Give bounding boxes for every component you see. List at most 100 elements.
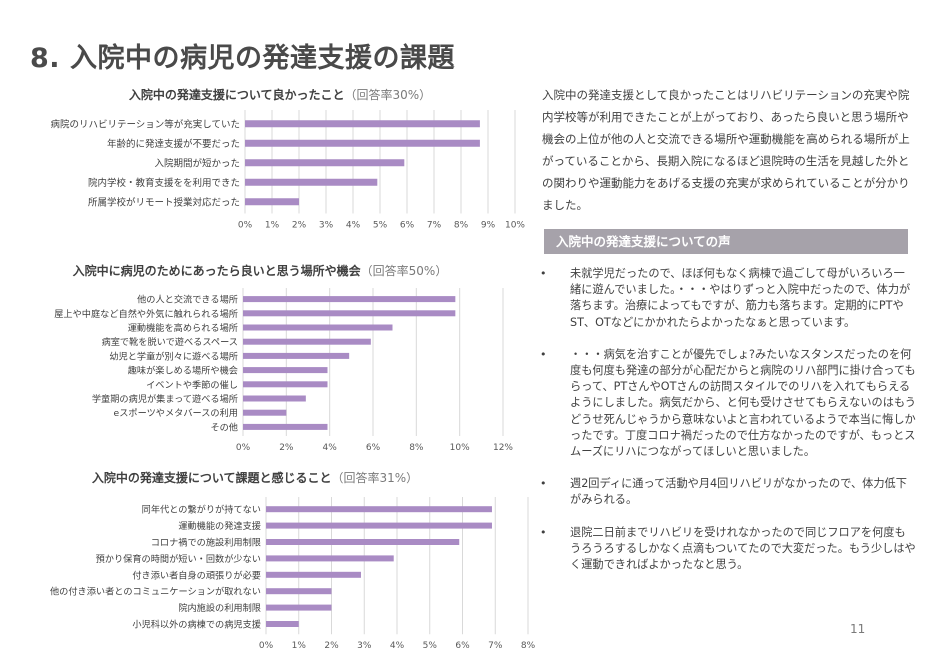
voice-text: 未就学児だったので、ほぼ何もなく病棟で過ごして母がいろいろ一緒に遊んでいました。…: [570, 267, 911, 329]
x-tick-label: 0%: [259, 641, 274, 651]
x-tick-label: 6%: [455, 641, 470, 651]
bar: [243, 352, 350, 359]
category-label: 他の人と交流できる場所: [137, 294, 238, 306]
category-label: 趣味が楽しめる場所や機会: [128, 365, 238, 377]
bar: [243, 409, 287, 416]
category-label: 幼児と学童が別々に遊べる場所: [109, 350, 238, 362]
category-label: コロナ禍での施設利用制限: [151, 537, 261, 549]
category-label: 運動機能を高められる場所: [128, 322, 238, 334]
x-tick-label: 8%: [454, 221, 469, 231]
x-tick-label: 10%: [450, 443, 470, 453]
voices-list: • 未就学児だったので、ほぼ何もなく病棟で過ごして母がいろいろ一緒に遊んでいました…: [536, 266, 916, 589]
x-tick-label: 12%: [493, 443, 513, 453]
bullet-icon: •: [540, 477, 547, 491]
x-tick-label: 2%: [279, 443, 294, 453]
bullet-icon: •: [540, 347, 547, 361]
bar: [266, 522, 492, 529]
chart-title-text: 入院中の発達支援について良かったこと: [128, 88, 345, 102]
chart-title-note: （回答率31%）: [331, 471, 419, 485]
category-label: 入院期間が短かった: [154, 157, 240, 169]
x-tick-label: 3%: [357, 641, 372, 651]
category-label: 預かり保育の時間が短い・回数が少ない: [96, 553, 261, 565]
voice-text: 退院二日前までリハビリを受けれなかったので同じフロアを何度もうろうろするしかなく…: [570, 525, 916, 572]
category-label: 院内学校・教育支援をを利用できた: [88, 177, 240, 189]
category-label: 運動機能の発達支援: [178, 520, 261, 532]
x-tick-label: 6%: [400, 221, 415, 231]
bar: [266, 571, 361, 578]
summary-text: 入院中の発達支援として良かったことはリハビリテーションの充実や院内学校等が利用で…: [542, 88, 910, 212]
chart-title: 入院中に病児のためにあったら良いと思う場所や機会（回答率50%）: [0, 262, 520, 279]
voices-header: 入院中の発達支援についての声: [544, 229, 908, 254]
voice-item: • 週2回ディに通って活動や月4回リハビリがなかったので、体力低下がみられる。: [536, 476, 916, 508]
bar-chart-svg: 0% 2% 4% 6% 8% 10% 12% 他の人と交流できる場所屋上や中庭など自然や外気に…: [54, 288, 513, 453]
bar: [266, 621, 299, 627]
x-tick-label: 5%: [373, 221, 388, 231]
voice-item: • 未就学児だったので、ほぼ何もなく病棟で過ごして母がいろいろ一緒に遊んでいました…: [536, 266, 916, 331]
x-tick-label: 2%: [324, 641, 339, 651]
bar: [243, 423, 328, 430]
category-label: 他の付き添い者とのコミュニケーションが取れない: [50, 586, 261, 598]
category-label: イベントや季節の催し: [146, 379, 238, 391]
bar: [243, 367, 328, 374]
x-tick-label: 7%: [427, 221, 442, 231]
chart-good-points: 入院中の発達支援について良かったこと（回答率30%） 0% 1% 2% 3% 4% 5% 6…: [10, 86, 530, 236]
bar: [245, 178, 378, 186]
x-tick-label: 8%: [409, 443, 424, 453]
chart-wanted-places: 入院中に病児のためにあったら良いと思う場所や機会（回答率50%） 0% 2% 4% 6…: [10, 262, 530, 454]
bar: [245, 159, 405, 167]
bar: [266, 555, 394, 562]
category-label: eスポーツやメタバースの利用: [114, 407, 238, 419]
bar: [266, 539, 460, 545]
bar: [243, 310, 456, 317]
chart-title-text: 入院中の発達支援について課題と感じること: [91, 471, 332, 485]
chart-issues: 入院中の発達支援について課題と感じること（回答率31%） 0% 1% 2% 3% 4% 5…: [10, 469, 540, 659]
x-tick-label: 8%: [521, 641, 536, 651]
bar: [245, 198, 299, 206]
x-tick-label: 10%: [505, 221, 525, 231]
x-tick-label: 4%: [323, 443, 338, 453]
page-number: 11: [850, 622, 866, 636]
category-label: 屋上や中庭など自然や外気に触れられる場所: [54, 308, 238, 320]
bar-chart-svg: 0% 1% 2% 3% 4% 5% 6% 7% 8% 9% 10% 病院のリハビリテーション等が充実し…: [50, 110, 525, 231]
category-label: 小児科以外の病棟での病児支援: [132, 619, 261, 631]
bar: [266, 604, 332, 611]
bullet-icon: •: [540, 525, 547, 539]
chart-title: 入院中の発達支援について課題と感じること（回答率31%）: [0, 469, 520, 486]
bullet-icon: •: [540, 267, 547, 280]
bar: [245, 139, 480, 147]
x-tick-label: 0%: [236, 443, 251, 453]
x-tick-label: 2%: [292, 221, 307, 231]
voice-text: 週2回ディに通って活動や月4回リハビリがなかったので、体力低下がみられる。: [570, 477, 907, 507]
bar: [243, 324, 393, 331]
bar-chart-svg: 0% 1% 2% 3% 4% 5% 6% 7% 8% 同年代との繋がりが持てない運動機能の発達支援…: [50, 497, 536, 651]
x-tick-label: 4%: [390, 641, 405, 651]
bar: [243, 296, 456, 303]
category-label: 年齢的に発達支援が不要だった: [107, 138, 240, 150]
x-tick-label: 7%: [488, 641, 503, 651]
x-tick-label: 4%: [346, 221, 361, 231]
bar: [245, 120, 480, 128]
bar: [243, 338, 371, 345]
category-label: 所属学校がリモート授業対応だった: [88, 196, 240, 208]
chart-title-note: （回答率50%）: [360, 264, 448, 278]
chart-title-text: 入院中に病児のためにあったら良いと思う場所や機会: [72, 264, 361, 278]
category-label: 病室で靴を脱いで遊べるスペース: [102, 336, 238, 348]
bar: [266, 506, 492, 513]
chart-title-note: （回答率30%）: [344, 88, 432, 102]
page-title: 8. 入院中の病児の発達支援の課題: [30, 43, 455, 74]
x-tick-label: 1%: [265, 221, 280, 231]
voice-item: • ・・・病気を治すことが優先でしょ?みたいなスタンスだったのを何度も何度も発達の…: [536, 347, 916, 460]
category-label: 同年代との繋がりが持てない: [142, 504, 261, 516]
x-tick-label: 0%: [238, 221, 253, 231]
x-tick-label: 3%: [319, 221, 334, 231]
voice-text: ・・・病気を治すことが優先でしょ?みたいなスタンスだったのを何度も何度も発達の部…: [570, 347, 916, 459]
bar: [243, 395, 306, 402]
x-tick-label: 1%: [292, 641, 307, 651]
bar: [266, 588, 332, 595]
x-tick-label: 5%: [423, 641, 438, 651]
chart-title: 入院中の発達支援について良かったこと（回答率30%）: [20, 86, 540, 103]
category-label: 病院のリハビリテーション等が充実していた: [50, 118, 240, 130]
category-label: 付き添い者自身の頑張りが必要: [132, 569, 261, 581]
bar: [243, 381, 328, 388]
category-label: 学童期の病児が集まって遊べる場所: [92, 393, 238, 405]
